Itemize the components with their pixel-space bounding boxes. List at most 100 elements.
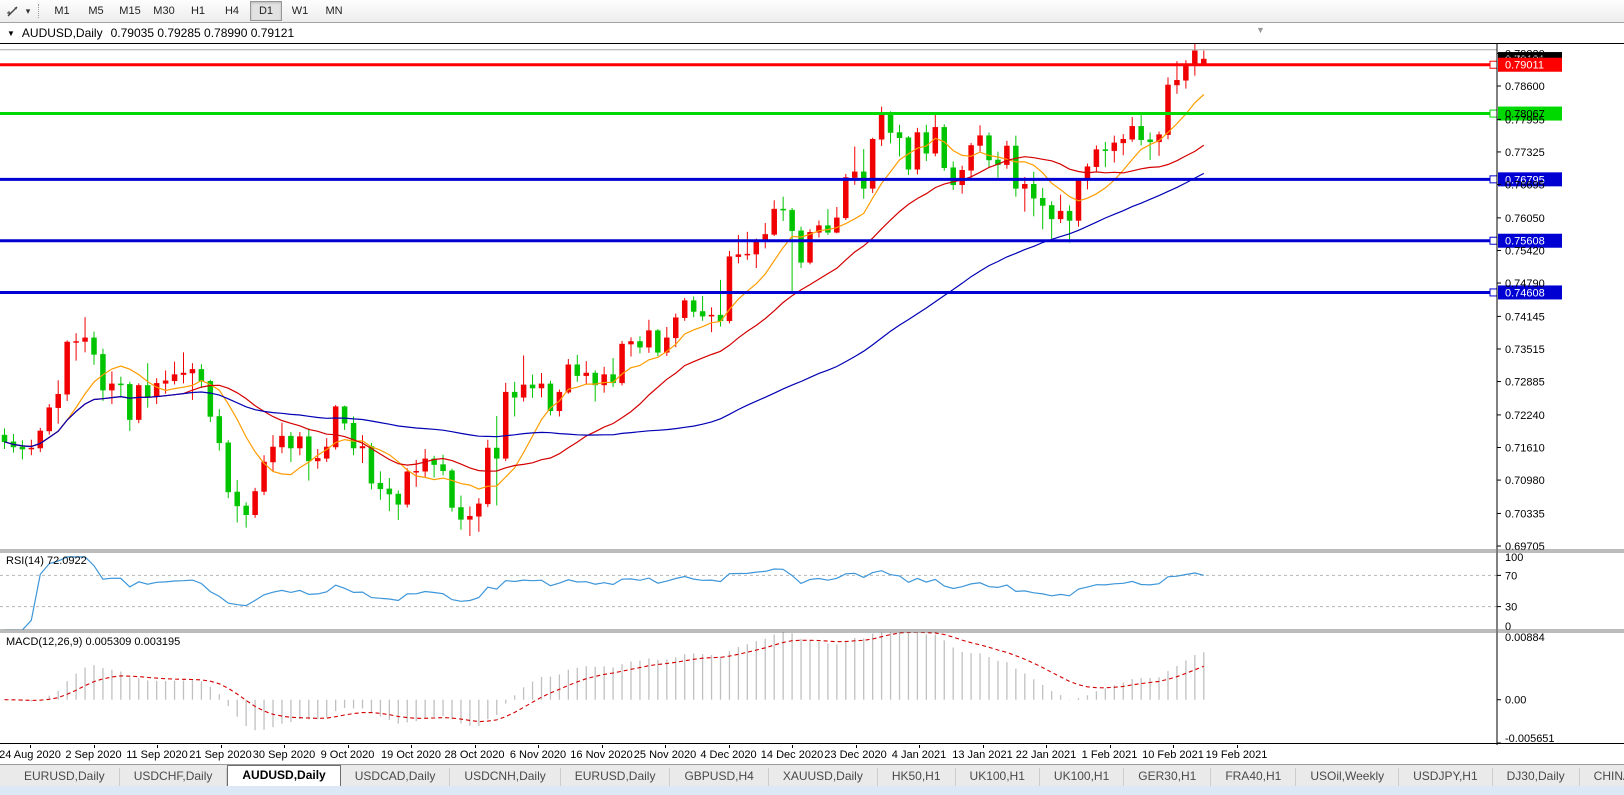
- time-tick: [411, 745, 412, 748]
- chart-tab-gbpusd-h4[interactable]: GBPUSD,H4: [670, 768, 769, 786]
- rsi-line: [4, 556, 1204, 630]
- candle-body: [494, 447, 500, 459]
- blue-level-line-2-badge: [1498, 233, 1562, 248]
- candle-body: [386, 488, 393, 495]
- candle-body: [914, 132, 921, 170]
- chart-tab-hk50-h1[interactable]: HK50,H1: [878, 768, 956, 786]
- candle-body: [55, 393, 61, 408]
- blue-level-line-2-price-label: 0.75608: [1505, 236, 1545, 248]
- candle-body: [109, 383, 115, 391]
- candle-body: [46, 407, 52, 432]
- candle-body: [753, 240, 760, 255]
- candle-body: [377, 482, 384, 490]
- candle-body: [252, 491, 258, 515]
- time-tick-label: 14 Dec 2020: [760, 749, 824, 761]
- blue-level-line-1-badge: [1498, 172, 1562, 187]
- chart-tab-xauusd-daily[interactable]: XAUUSD,Daily: [769, 768, 878, 786]
- candle-body: [834, 217, 840, 233]
- candle-body: [619, 343, 625, 384]
- candle-body: [127, 384, 133, 420]
- candle-body: [735, 254, 742, 257]
- time-tick-label: 30 Sep 2020: [252, 749, 316, 761]
- chart-tab-uk100-h1[interactable]: UK100,H1: [956, 768, 1040, 786]
- chart-tab-eurusd-daily[interactable]: EURUSD,Daily: [10, 768, 120, 786]
- candle-body: [243, 505, 249, 515]
- horizontal-lines-group[interactable]: 0.791210.790110.780670.767950.756080.746…: [0, 49, 1562, 300]
- timeframe-button-m30[interactable]: M30: [153, 5, 175, 17]
- candle-body: [144, 385, 151, 398]
- time-tick: [347, 745, 349, 748]
- candle-body: [986, 135, 992, 161]
- candle-body: [878, 114, 885, 140]
- chart-menu-icon[interactable]: ▼: [7, 28, 15, 38]
- chart-tab-usdchf-daily[interactable]: USDCHF,Daily: [120, 768, 228, 786]
- candle-body: [1057, 210, 1064, 220]
- candle-body: [941, 127, 947, 168]
- chart-tab-fra40-h1[interactable]: FRA40,H1: [1211, 768, 1297, 786]
- candle-body: [315, 458, 321, 462]
- candle-body: [28, 447, 35, 450]
- chart-grid: [0, 574, 1497, 608]
- candle-body: [852, 171, 858, 178]
- blue-level-line-1-handle[interactable]: [1489, 175, 1498, 184]
- chart-tab-china300-h1[interactable]: CHINA300,H1: [1580, 768, 1624, 786]
- blue-level-line-3-badge: [1498, 285, 1562, 300]
- time-tick: [728, 745, 730, 748]
- chart-tab-ger30-h1[interactable]: GER30,H1: [1124, 768, 1212, 786]
- candle-body: [977, 135, 983, 146]
- time-tick: [855, 745, 857, 748]
- crosshair-tool-icon[interactable]: [4, 3, 22, 19]
- chart-tab-usdcad-daily[interactable]: USDCAD,Daily: [341, 768, 451, 786]
- price-tick-label: 0.77325: [1505, 147, 1545, 159]
- candle-body: [538, 383, 545, 389]
- chart-tab-usoil-weekly[interactable]: USOil,Weekly: [1296, 768, 1400, 786]
- chart-tab-usdjpy-h1[interactable]: USDJPY,H1: [1399, 768, 1493, 786]
- candle-body: [923, 132, 930, 154]
- timeframe-button-d1[interactable]: D1: [250, 1, 282, 21]
- candle-body: [476, 503, 482, 517]
- candle-body: [816, 225, 822, 233]
- status-strip: [0, 786, 1624, 795]
- chart-shift-marker-icon: ▼: [1256, 25, 1265, 35]
- timeframe-button-m1[interactable]: M1: [54, 5, 70, 17]
- candles-group: [1, 44, 1207, 536]
- timeframe-button-mn[interactable]: MN: [325, 5, 343, 17]
- timeframe-button-m15[interactable]: M15: [119, 5, 141, 17]
- candle-body: [422, 458, 428, 472]
- price-tick-label: 0.75420: [1505, 245, 1545, 257]
- price-tick-label: 0.78600: [1505, 81, 1545, 93]
- time-tick-label: 2 Sep 2020: [65, 749, 122, 761]
- chart-tab-usdcnh-daily[interactable]: USDCNH,Daily: [450, 768, 561, 786]
- candle-body: [1183, 64, 1189, 81]
- red-resistance-line-handle[interactable]: [1489, 60, 1498, 69]
- chart-tab-dj30-daily[interactable]: DJ30,Daily: [1493, 768, 1580, 786]
- candle-body: [1093, 149, 1100, 167]
- candle-body: [153, 383, 160, 398]
- timeframe-button-m5[interactable]: M5: [88, 5, 104, 17]
- candle-body: [601, 374, 607, 386]
- chart-tab-uk100-h1[interactable]: UK100,H1: [1040, 768, 1125, 786]
- price-chart[interactable]: 0.791210.790110.780670.767950.756080.746…: [0, 44, 1624, 745]
- blue-level-line-2-handle[interactable]: [1489, 236, 1498, 245]
- timeframe-button-w1[interactable]: W1: [291, 5, 309, 17]
- candle-body: [520, 384, 527, 398]
- red-resistance-line-badge: [1498, 57, 1562, 72]
- candle-body: [1129, 126, 1135, 140]
- green-support-line-handle[interactable]: [1489, 109, 1498, 118]
- price-tick-label: 0.70980: [1505, 475, 1545, 487]
- chart-tab-eurusd-daily[interactable]: EURUSD,Daily: [561, 768, 671, 786]
- timeframe-button-h1[interactable]: H1: [190, 5, 206, 17]
- time-tick-label: 11 Sep 2020: [126, 749, 188, 761]
- candle-body: [440, 464, 446, 472]
- crosshair-icon: [7, 6, 18, 17]
- time-tick: [982, 745, 984, 748]
- dropdown-caret-icon[interactable]: ▾: [25, 5, 31, 16]
- timeframe-button-h4[interactable]: H4: [224, 5, 240, 17]
- blue-level-line-3-handle[interactable]: [1489, 288, 1498, 297]
- chart-tab-audusd-daily[interactable]: AUDUSD,Daily: [227, 765, 341, 786]
- candle-body: [547, 383, 554, 412]
- candle-body: [37, 430, 44, 449]
- candle-body: [458, 507, 464, 520]
- price-tick-label: 0.70335: [1505, 508, 1545, 520]
